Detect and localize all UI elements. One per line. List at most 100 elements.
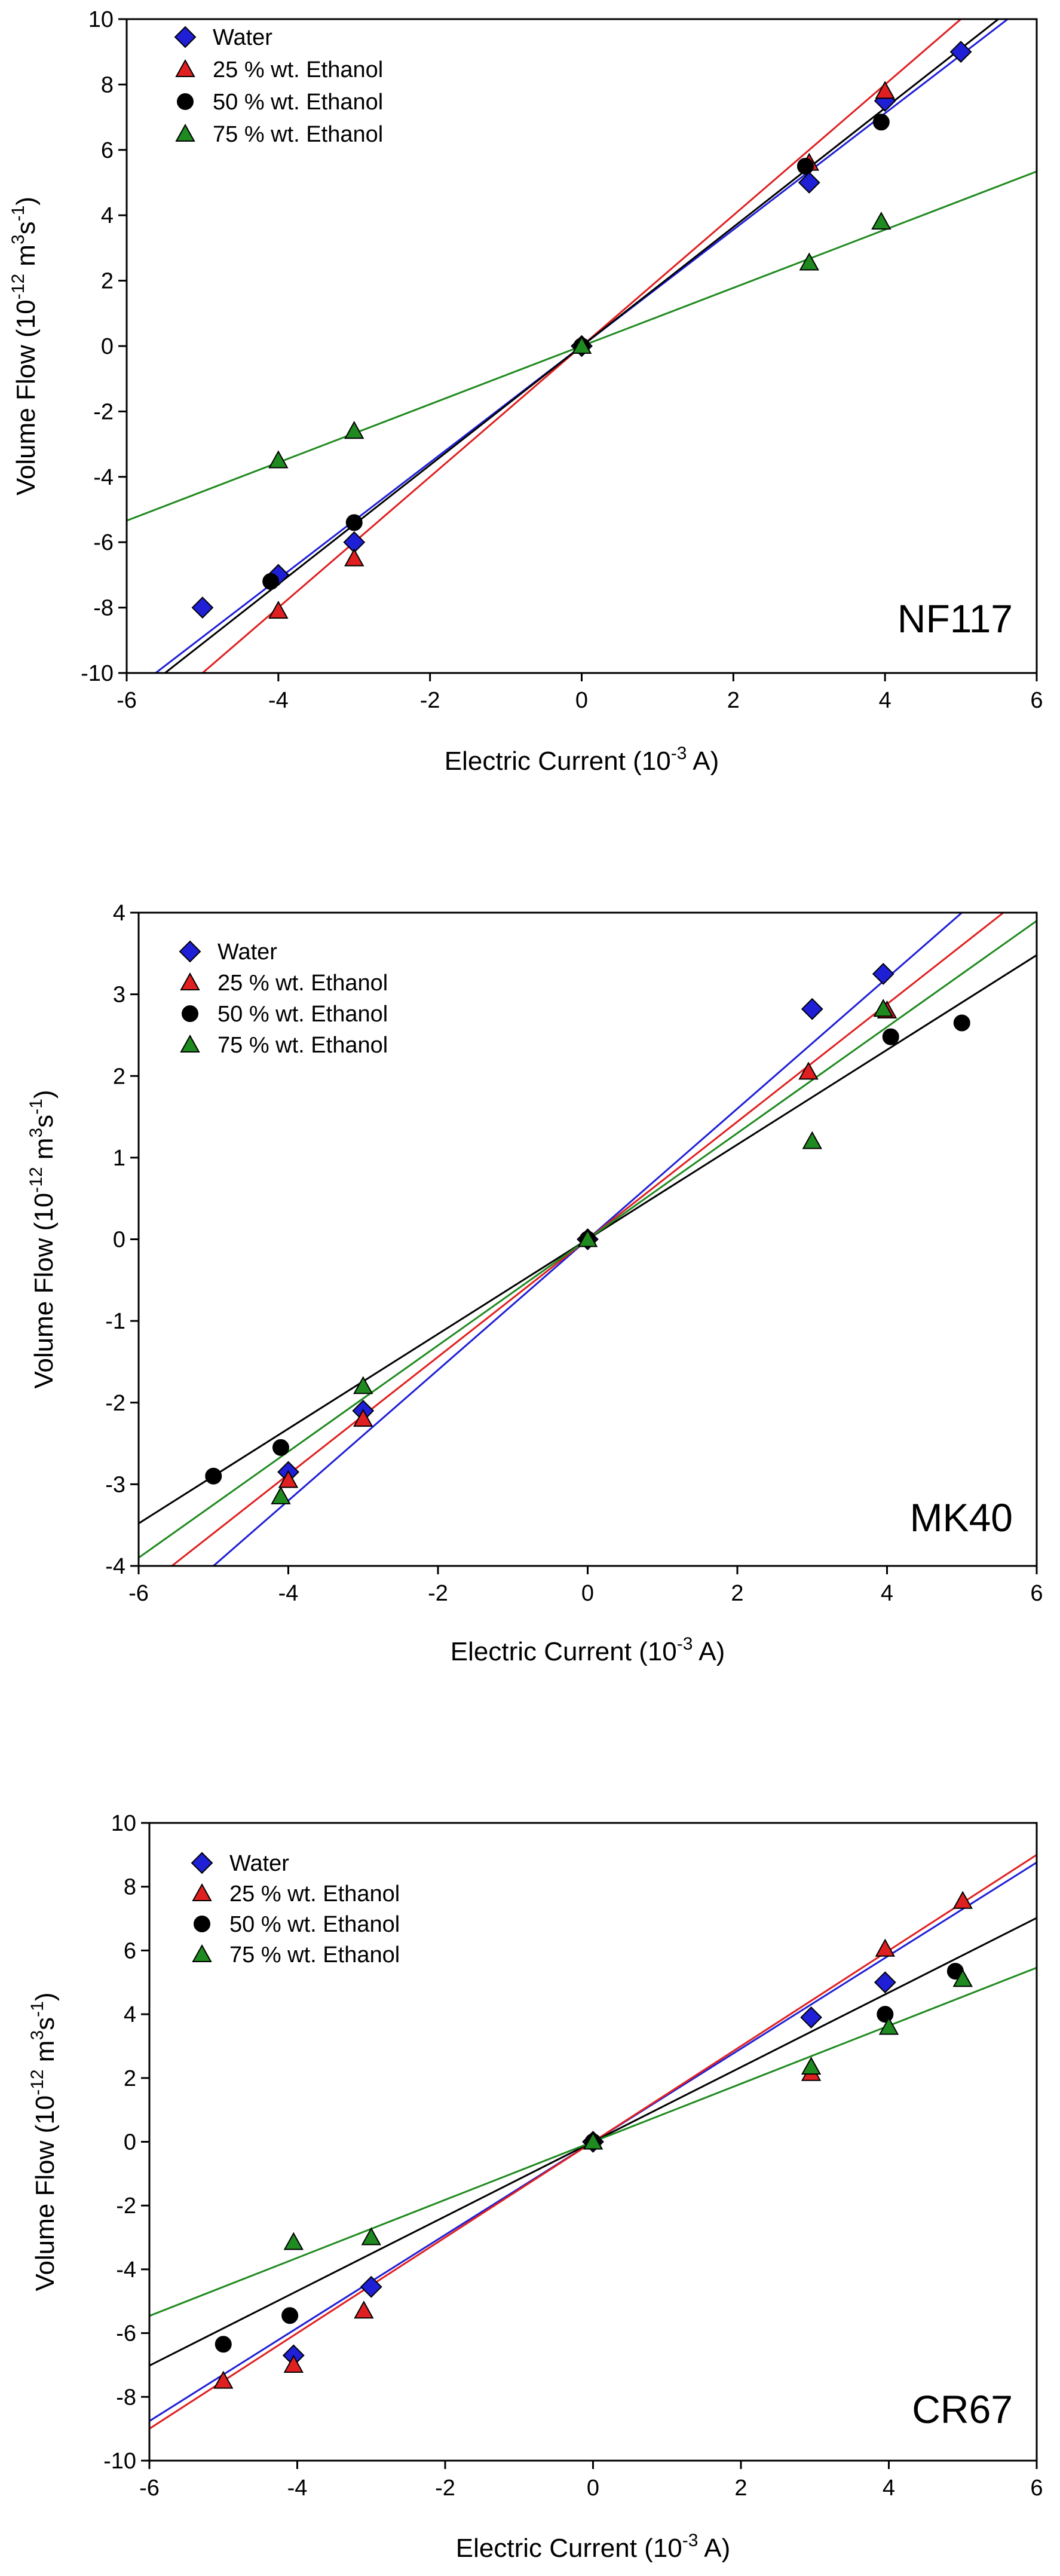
y-axis-label: Volume Flow (10-12 m3s-1) [26,1090,59,1389]
legend-entry-label: Water [213,25,272,50]
data-point [796,158,814,175]
y-tick-label: 4 [124,2002,136,2027]
x-tick-label: 4 [883,2476,895,2501]
x-tick-label: -4 [278,1581,299,1606]
data-point [872,963,894,985]
data-point [882,1028,899,1045]
data-point [271,1486,291,1504]
data-point [278,1470,299,1488]
data-point [874,1971,896,1994]
legend: Water 25 % wt. Ethanol 50 % wt. Ethanol 75 … [174,25,383,147]
x-tick-label: 6 [1030,688,1043,713]
data-point [215,2336,232,2353]
chart-panel-nf117: -6 -4 -2 0 2 4 6 -10 -8 -6 -4 -2 0 2 4 6 8 10 Electric Cur… [8,7,1043,776]
legend-marker-2 [194,1916,210,1932]
y-tick-label: -10 [103,2449,136,2474]
y-tick-label: 4 [113,901,125,926]
legend-marker-0 [191,1852,213,1874]
x-tick-label: -4 [287,2476,308,2501]
data-point [360,2275,382,2298]
legend-entry-label: 75 % wt. Ethanol [213,122,383,147]
panel-label: CR67 [912,2387,1013,2431]
legend-entry-label: Water [217,940,277,965]
legend-entry-label: 25 % wt. Ethanol [229,1881,400,1907]
y-tick-label: -8 [116,2385,136,2410]
data-point [801,2057,822,2075]
data-point [268,450,289,469]
x-axis-label: Electric Current (10-3 A) [451,1634,725,1666]
data-point [799,252,819,271]
legend-marker-3 [192,1944,212,1962]
x-tick-label: -2 [435,2476,455,2501]
legend-entry-label: 25 % wt. Ethanol [213,57,383,82]
legend-marker-2 [182,1005,198,1022]
data-point [875,1938,896,1957]
x-tick-label: 0 [587,2476,599,2501]
y-axis-label: Volume Flow (10-12 m3s-1) [8,197,41,495]
y-axis-label: Volume Flow (10-12 m3s-1) [27,1993,60,2292]
data-point [344,421,364,439]
data-point [802,1131,822,1149]
y-tick-label: 0 [101,334,114,359]
legend-marker-1 [175,59,195,77]
data-point [571,335,592,354]
x-tick-label: 6 [1030,2476,1043,2501]
legend-entry-label: 50 % wt. Ethanol [213,90,383,115]
y-tick-label: 6 [124,1938,136,1963]
data-point [798,1061,819,1080]
data-point [877,2006,894,2023]
legend-entry-label: 50 % wt. Ethanol [229,1912,400,1937]
y-tick-label: 1 [113,1146,125,1171]
chart-panel-cr67: -6 -4 -2 0 2 4 6 -10 -8 -6 -4 -2 0 2 4 6 8 10 Electric Cur… [27,1811,1043,2563]
data-point [871,212,891,230]
y-tick-label: -6 [93,530,114,555]
x-tick-label: -2 [420,688,440,713]
panel-label: NF117 [897,596,1013,641]
data-point [583,2131,603,2150]
y-tick-label: -4 [116,2257,136,2283]
legend: Water 25 % wt. Ethanol 50 % wt. Ethanol 75 … [191,1851,400,1968]
y-tick-label: -4 [93,465,114,490]
data-point [952,1969,973,1987]
data-point [262,573,280,590]
y-tick-label: 0 [124,2130,136,2155]
y-tick-label: -10 [81,661,114,686]
legend-marker-0 [179,940,201,963]
x-tick-label: 6 [1030,1581,1043,1606]
x-tick-label: -6 [128,1581,149,1606]
legend-marker-2 [177,93,194,110]
y-tick-label: 10 [88,7,114,32]
data-point [281,2307,299,2324]
y-tick-label: -6 [116,2321,136,2346]
data-point [283,2354,304,2373]
x-tick-label: -6 [139,2476,160,2501]
x-tick-label: 2 [734,2476,747,2501]
y-tick-label: 4 [101,203,114,228]
x-tick-label: 2 [727,688,740,713]
legend-entry-label: Water [229,1851,289,1876]
legend-marker-1 [192,1883,212,1901]
data-point [344,548,364,567]
data-point [191,596,214,619]
x-tick-label: -6 [117,688,137,713]
data-point [353,1409,373,1427]
data-point [873,999,893,1017]
data-point [345,514,363,531]
y-tick-label: 8 [101,72,114,97]
y-tick-label: -8 [93,596,114,621]
x-axis-label: Electric Current (10-3 A) [456,2531,731,2563]
x-tick-label: 2 [731,1581,743,1606]
y-tick-label: 2 [101,269,114,294]
legend-entry-label: 75 % wt. Ethanol [217,1033,388,1058]
data-point [354,2300,374,2319]
x-tick-label: -2 [428,1581,448,1606]
x-tick-label: -4 [268,688,289,713]
data-point [577,1229,598,1247]
data-point [205,1467,222,1485]
y-tick-label: -4 [105,1554,125,1579]
data-point [272,1439,289,1456]
data-point [952,1890,973,1909]
y-tick-label: 8 [124,1875,136,1900]
